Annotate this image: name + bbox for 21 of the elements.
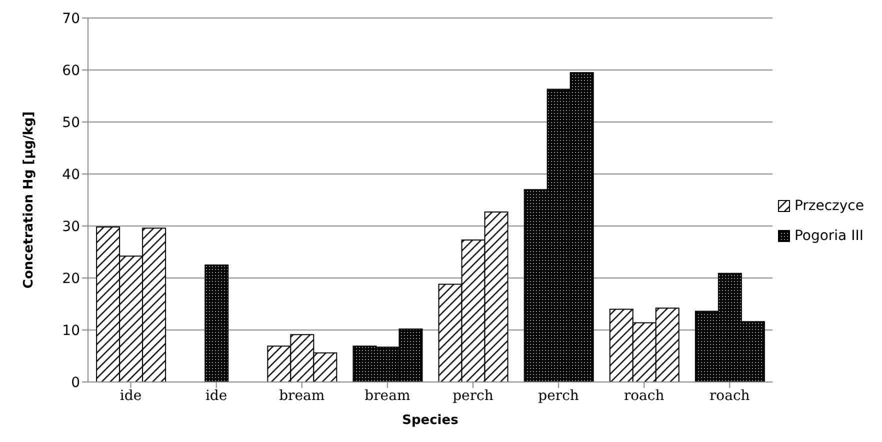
y-tick-label: 30 (62, 218, 80, 235)
y-tick-label: 70 (62, 10, 80, 27)
bar (204, 264, 229, 382)
y-tick-label: 50 (62, 114, 80, 131)
x-tick-label: ide (120, 388, 142, 404)
y-tick-label: 20 (62, 270, 80, 287)
x-tick-label: perch (452, 388, 494, 404)
x-tick-label: roach (624, 388, 664, 404)
y-axis-title: Concetration Hg [µg/kg] (22, 111, 37, 289)
x-tick-label: perch (538, 388, 579, 404)
y-tick-label: 40 (62, 166, 80, 183)
y-tick-label: 60 (62, 62, 80, 79)
legend-label: Pogoria III (794, 228, 864, 244)
x-axis-title: Species (402, 413, 459, 428)
y-tick-label: 10 (62, 322, 80, 339)
x-tick-label: roach (709, 388, 750, 404)
legend-label: Przeczyce (794, 198, 864, 214)
x-tick-label: bream (364, 388, 410, 404)
y-tick-label: 0 (71, 374, 80, 391)
x-tick-label: bream (279, 388, 325, 404)
x-tick-label: ide (205, 388, 228, 404)
